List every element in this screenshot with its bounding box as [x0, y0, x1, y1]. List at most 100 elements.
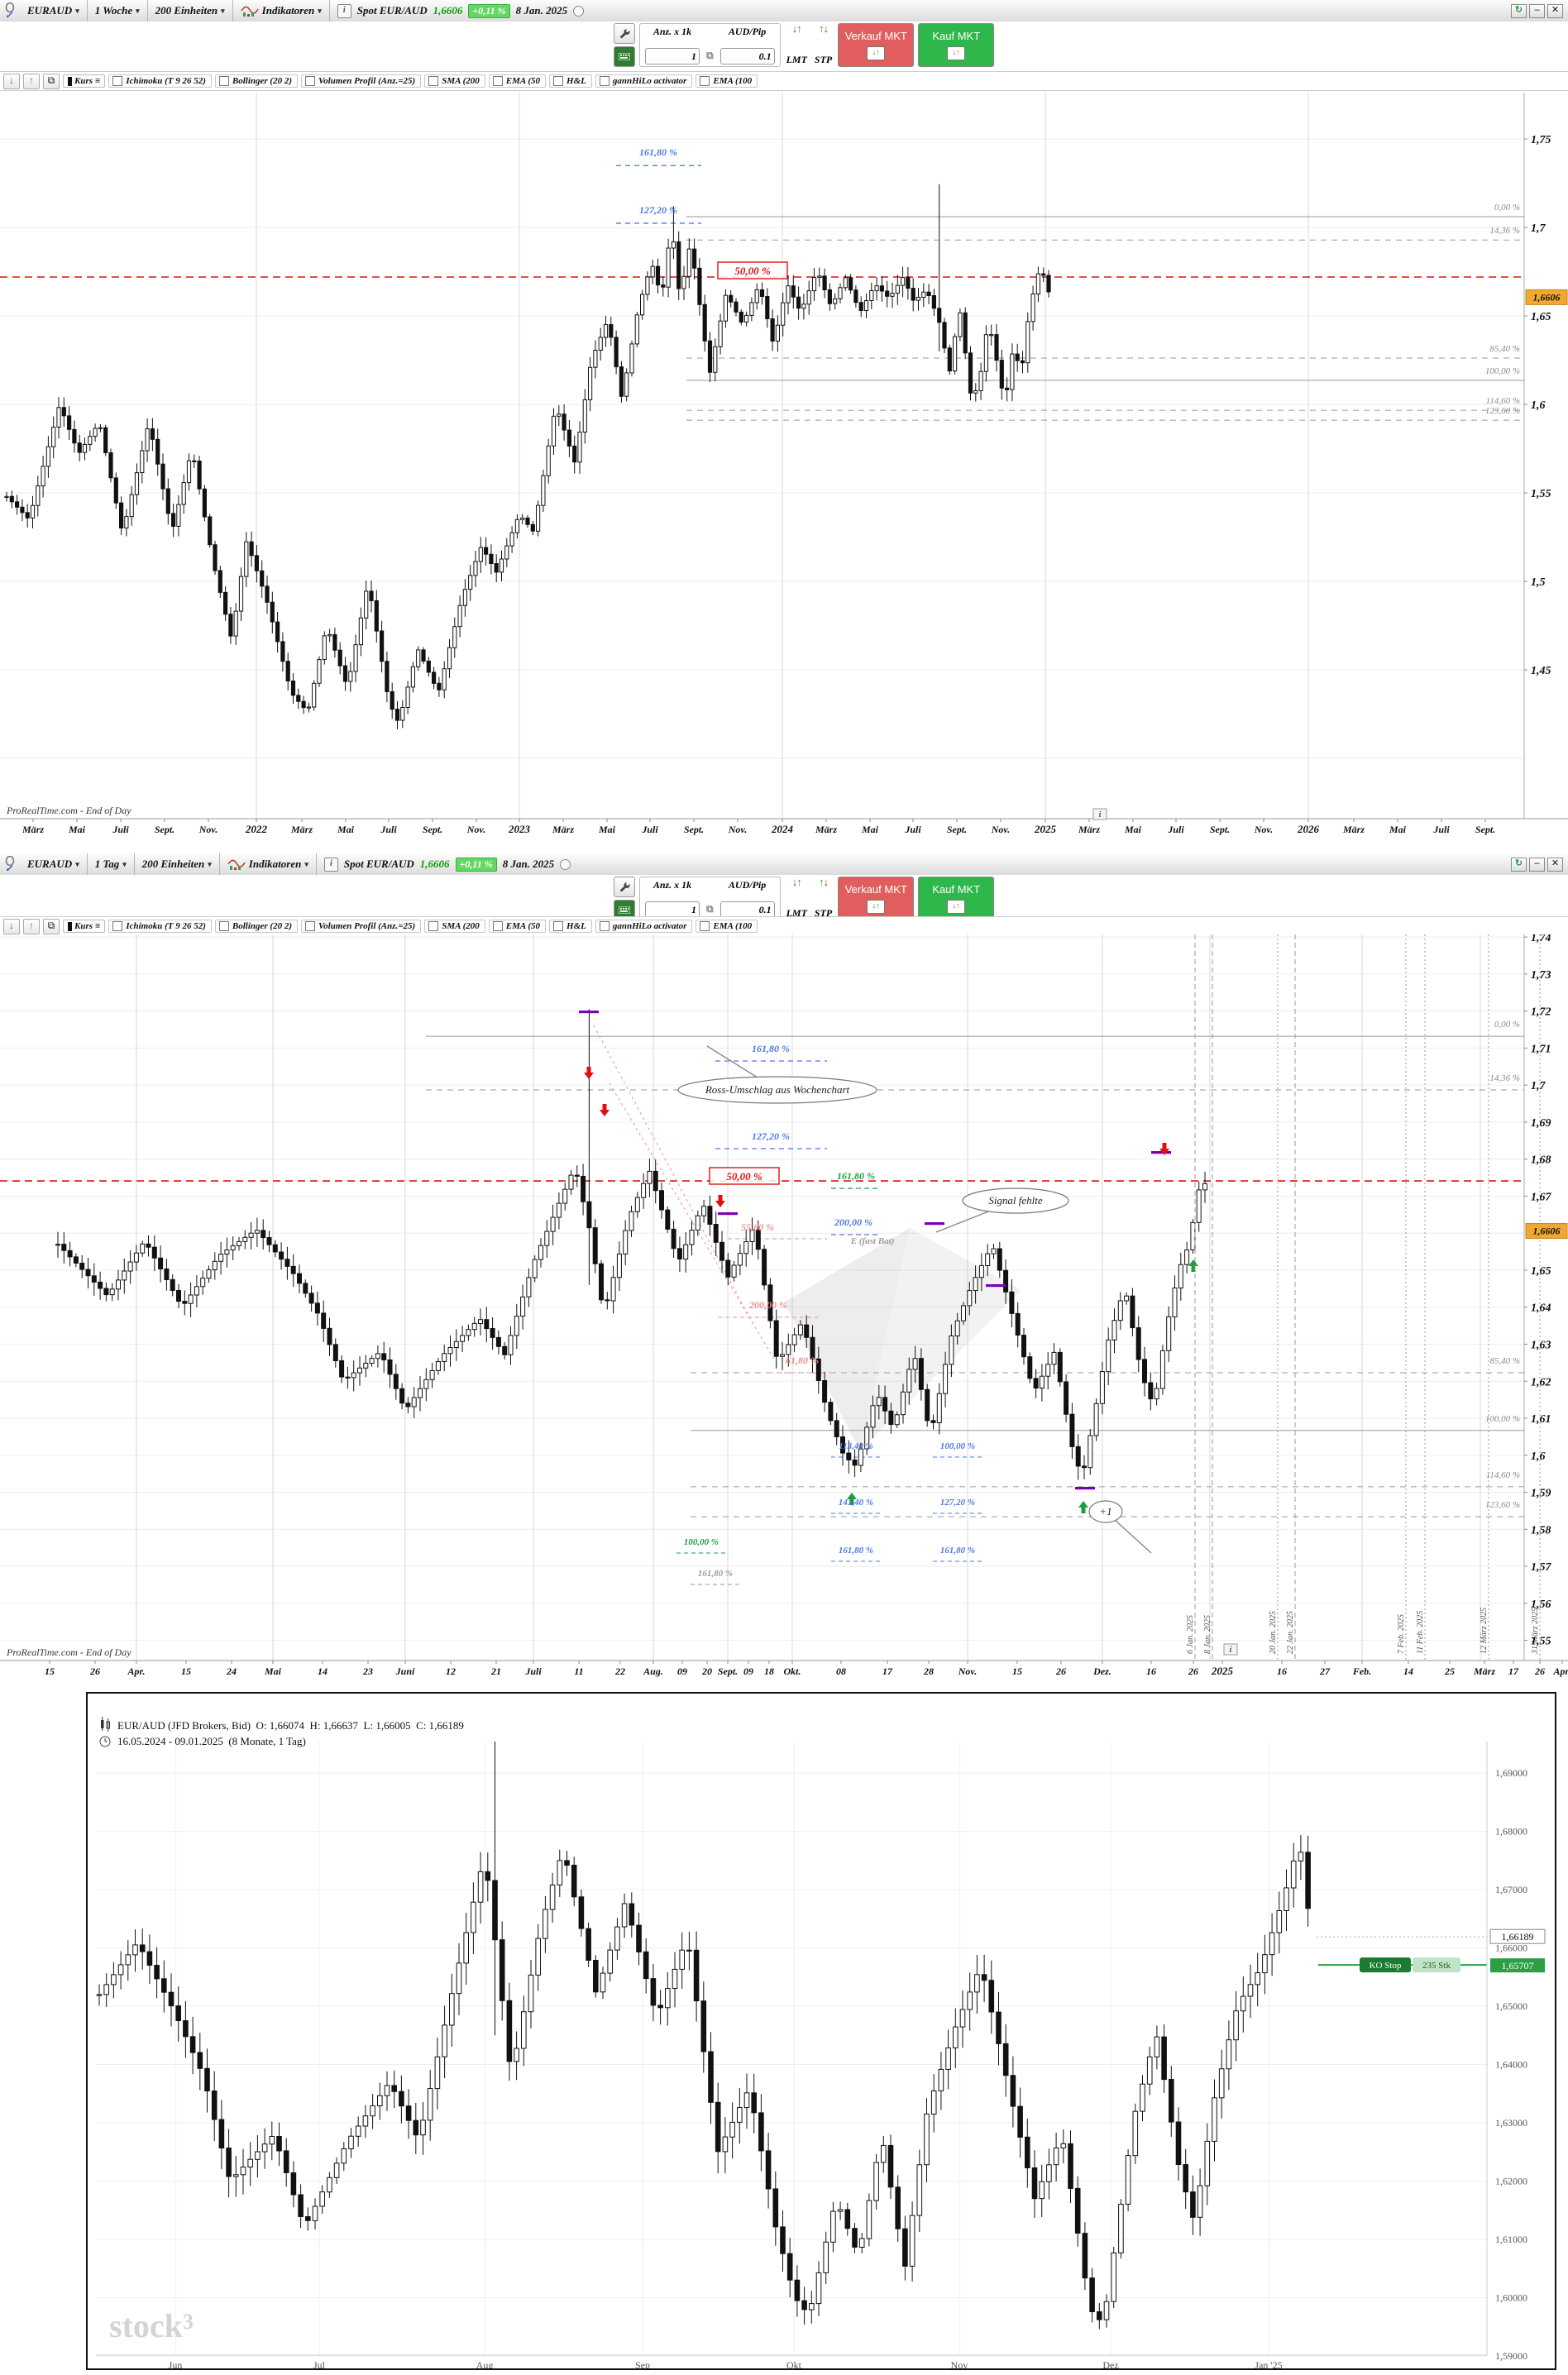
indicator-chip[interactable]: Bollinger (20 2): [214, 920, 298, 933]
indicator-chip[interactable]: H&L: [549, 920, 592, 933]
indicator-checkbox[interactable]: [428, 921, 439, 931]
callout-bubble[interactable]: [677, 1076, 877, 1104]
indicator-checkbox[interactable]: [492, 921, 503, 931]
info-marker[interactable]: [1092, 808, 1107, 820]
panel1-weekly-chart[interactable]: 161,80 % 127,20 % 50,00 % 0,00 % 14,36 % 85,4…: [0, 93, 1568, 853]
minimize-button[interactable]: –: [1529, 3, 1545, 18]
indicator-chip[interactable]: Volumen Profil (Anz.=25): [301, 74, 422, 88]
duplicate-window-icon[interactable]: ⧉: [43, 918, 60, 934]
close-button[interactable]: ✕: [1547, 3, 1563, 18]
sell-arrow-icon[interactable]: ↓: [3, 73, 20, 89]
symbol-dropdown[interactable]: EURAUD ▾: [20, 853, 88, 875]
time-axis-label: Juli: [1432, 824, 1450, 835]
close-button[interactable]: ✕: [1547, 857, 1563, 872]
duplicate-window-icon[interactable]: ⧉: [43, 73, 60, 89]
indicator-checkbox[interactable]: [492, 76, 503, 86]
qty-input[interactable]: [645, 901, 700, 918]
sell-arrow-icon[interactable]: ↓: [3, 918, 20, 934]
pip-input[interactable]: [719, 901, 775, 918]
indicator-chip[interactable]: gannHiLo activator: [595, 74, 693, 88]
fib-box[interactable]: [717, 261, 788, 280]
callout-bubble[interactable]: [1088, 1500, 1123, 1523]
sell-market-button[interactable]: Verkauf MKT ↓↑: [838, 877, 915, 920]
time-axis-label: 26: [1534, 1665, 1545, 1677]
settings-wrench-icon[interactable]: [614, 23, 635, 44]
units-dropdown[interactable]: 200 Einheiten ▾: [135, 853, 220, 875]
indicator-checkbox[interactable]: [112, 76, 123, 86]
link-qty-icon[interactable]: ⧉: [706, 50, 714, 61]
indicator-label: SMA (200: [442, 921, 480, 931]
link-qty-icon[interactable]: ⧉: [706, 903, 714, 915]
link-group-icon[interactable]: ✓: [0, 853, 20, 875]
indicator-chip[interactable]: EMA (100: [696, 74, 758, 88]
indicator-chip[interactable]: gannHiLo activator: [595, 920, 693, 933]
indicators-dropdown[interactable]: Indikatoren ▾: [220, 853, 317, 875]
symbol-dropdown[interactable]: EURAUD ▾: [20, 0, 88, 22]
buy-market-button[interactable]: Kauf MKT ↓↑: [918, 23, 995, 67]
fib-label: 141,40 %: [839, 1498, 873, 1508]
indicator-checkbox[interactable]: [700, 921, 710, 931]
stop-order-buttons[interactable]: ↑↓ STP: [814, 876, 833, 919]
limit-order-buttons[interactable]: ↓↑ LMT: [786, 22, 807, 65]
time-axis-label: Juli: [904, 824, 921, 835]
indicator-checkbox[interactable]: [553, 76, 564, 86]
indicator-chip[interactable]: EMA (100: [696, 920, 758, 933]
indicator-chip[interactable]: EMA (50: [488, 74, 547, 88]
time-axis-label: Nov.: [466, 824, 486, 835]
refresh-icon[interactable]: ↻: [1511, 3, 1527, 18]
indicator-checkbox[interactable]: [428, 76, 439, 86]
fib-box[interactable]: [709, 1167, 780, 1185]
indicator-checkbox[interactable]: [218, 921, 229, 931]
minimize-button[interactable]: –: [1529, 857, 1545, 872]
last-price-tag: [1525, 1223, 1568, 1240]
panel2-daily-chart[interactable]: 161,80 %127,20 %161,80 %200,00 %55,60 %E…: [0, 934, 1568, 1682]
info-icon[interactable]: i: [337, 3, 351, 18]
indicator-chip[interactable]: Bollinger (20 2): [214, 74, 298, 88]
indicator-chip[interactable]: Ichimoku (T 9 26 52): [108, 74, 212, 88]
level-line[interactable]: [593, 1025, 753, 1324]
indicator-chip[interactable]: Ichimoku (T 9 26 52): [108, 920, 212, 933]
time-axis-label: März: [1342, 824, 1365, 835]
price-style-button[interactable]: Kurs ≡: [63, 920, 106, 933]
indicator-chip[interactable]: SMA (200: [424, 920, 485, 933]
refresh-icon[interactable]: ↻: [1511, 857, 1527, 872]
stock3-eur-aud-chart[interactable]: stock3 KO Stop 235 Stk 1,69000 1,68000 1,6700…: [88, 1694, 1555, 2371]
indicator-chip[interactable]: SMA (200: [424, 74, 485, 88]
units-dropdown[interactable]: 200 Einheiten ▾: [148, 0, 233, 22]
price-style-button[interactable]: Kurs ≡: [63, 74, 106, 88]
info-marker[interactable]: [1223, 1643, 1238, 1656]
link-group-icon[interactable]: ✓: [0, 0, 20, 22]
ko-stop-pill[interactable]: [1360, 1957, 1411, 1973]
buy-arrow-icon[interactable]: ↑: [23, 918, 40, 934]
callout-bubble[interactable]: [962, 1188, 1069, 1214]
indicator-checkbox[interactable]: [218, 76, 229, 86]
indicator-checkbox[interactable]: [599, 921, 610, 931]
indicator-checkbox[interactable]: [112, 921, 123, 931]
fib-percent-label: 123,60 %: [1485, 1500, 1520, 1510]
qty-input[interactable]: [645, 48, 700, 65]
keyboard-icon[interactable]: [614, 46, 635, 67]
timeframe-dropdown[interactable]: 1 Tag ▾: [88, 853, 135, 875]
indicator-checkbox[interactable]: [305, 76, 315, 86]
sell-signal-arrow: [1159, 1143, 1169, 1155]
indicator-chip[interactable]: EMA (50: [488, 920, 547, 933]
indicator-checkbox[interactable]: [305, 921, 315, 931]
buy-market-button[interactable]: Kauf MKT ↓↑: [918, 877, 995, 920]
indicator-chip[interactable]: Volumen Profil (Anz.=25): [301, 920, 422, 933]
limit-order-buttons[interactable]: ↓↑ LMT: [786, 876, 807, 919]
candlestick-type-icon[interactable]: [101, 1717, 110, 1732]
indicator-checkbox[interactable]: [700, 76, 710, 86]
buy-arrow-icon[interactable]: ↑: [23, 73, 40, 89]
info-icon[interactable]: i: [323, 857, 338, 872]
indicator-chip[interactable]: H&L: [549, 74, 592, 88]
indicator-checkbox[interactable]: [553, 921, 564, 931]
timeframe-dropdown[interactable]: 1 Woche ▾: [88, 0, 148, 22]
sell-market-button[interactable]: Verkauf MKT ↓↑: [838, 23, 915, 67]
stop-order-buttons[interactable]: ↑↓ STP: [814, 22, 833, 65]
level-line[interactable]: [609, 1082, 778, 1365]
indicator-checkbox[interactable]: [599, 76, 610, 86]
price-axis-label: 1,69000: [1495, 1767, 1527, 1779]
indicators-dropdown[interactable]: Indikatoren ▾: [233, 0, 330, 22]
settings-wrench-icon[interactable]: [614, 877, 635, 897]
pip-input[interactable]: [719, 48, 775, 65]
